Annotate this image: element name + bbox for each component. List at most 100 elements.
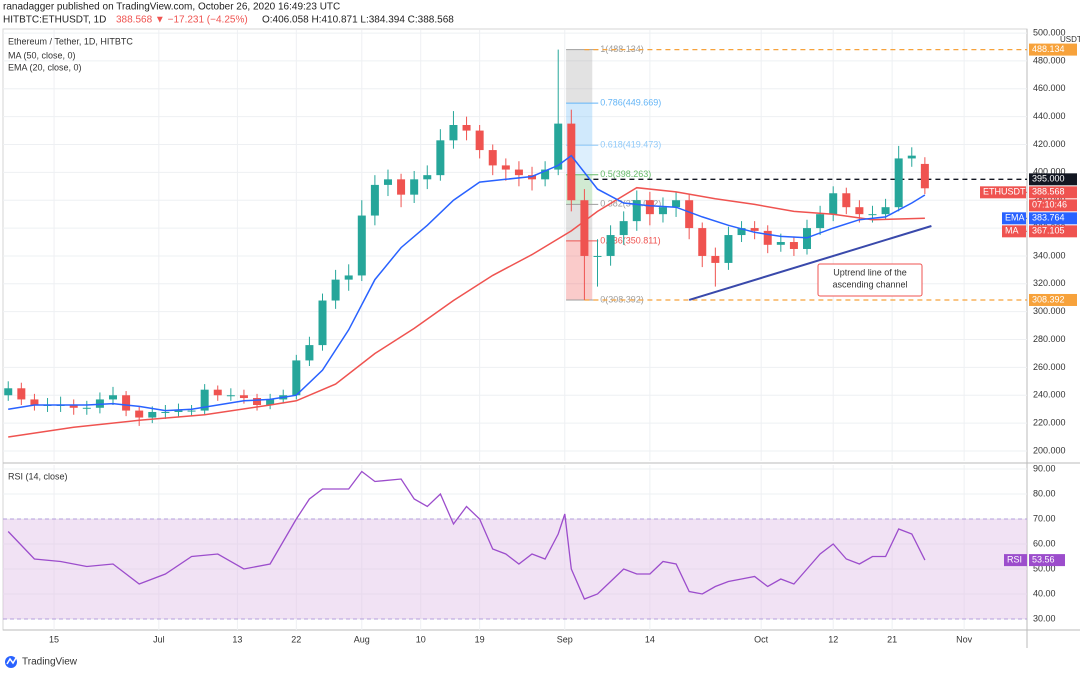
y-tick-label: 300.000 xyxy=(1033,306,1066,316)
publisher-line: ranadagger published on TradingView.com,… xyxy=(3,2,340,13)
x-tick-label: Aug xyxy=(354,634,370,644)
candle-body xyxy=(436,140,445,176)
price-tag-name: MA xyxy=(1005,226,1019,236)
fib-label: 0.5(398.263) xyxy=(600,169,651,179)
y-tick-label: 480.000 xyxy=(1033,55,1066,65)
candle-body xyxy=(344,275,353,280)
x-tick-label: Sep xyxy=(557,634,573,644)
candle-body xyxy=(148,411,157,418)
y-tick-label: 320.000 xyxy=(1033,278,1066,288)
candle-body xyxy=(606,235,615,256)
y-tick-label: 280.000 xyxy=(1033,334,1066,344)
x-tick-label: 12 xyxy=(828,634,838,644)
candle-body xyxy=(645,200,654,215)
candle-body xyxy=(514,169,523,176)
y-tick-label: 30.00 xyxy=(1033,613,1056,623)
y-tick-label: 80.00 xyxy=(1033,488,1056,498)
candle-body xyxy=(410,179,419,195)
annotation-box xyxy=(817,263,923,297)
candle-body xyxy=(292,360,301,396)
candle-body xyxy=(567,123,576,201)
candle-body xyxy=(750,228,759,231)
price-tag: 383.764 xyxy=(1032,213,1065,223)
candle-body xyxy=(842,193,851,208)
fib-label: 0.236(350.811) xyxy=(600,235,660,245)
price-tag-bg xyxy=(1029,173,1077,186)
candle-body xyxy=(829,193,838,215)
candle-body xyxy=(4,388,13,396)
price-tag: 395.000 xyxy=(1032,174,1065,184)
price-change: 388.568 ▼ −17.231 (−4.25%) xyxy=(116,15,248,26)
rsi-line xyxy=(7,470,926,600)
footer-brand: TradingView xyxy=(22,657,78,668)
price-tag: 308.392 xyxy=(1032,294,1065,304)
x-tick-label: 13 xyxy=(232,634,242,644)
pane-title: RSI (14, close) xyxy=(8,471,68,481)
legend-entry: MA (50, close, 0) xyxy=(8,50,76,60)
y-tick-label: 60.00 xyxy=(1033,538,1056,548)
candle-body xyxy=(488,150,497,166)
y-tick-label: 400.000 xyxy=(1033,167,1066,177)
candle-body xyxy=(685,200,694,229)
symbol: HITBTC:ETHUSDT, 1D xyxy=(3,15,106,26)
candle-body xyxy=(69,405,78,408)
candle-body xyxy=(397,179,406,195)
price-countdown-bg xyxy=(1029,199,1077,212)
price-tag-name-bg xyxy=(1002,225,1026,238)
y-tick-label: 500.000 xyxy=(1033,27,1066,37)
candle-body xyxy=(475,130,484,151)
moving-average xyxy=(8,186,925,438)
candle-body xyxy=(331,279,340,301)
candle-body xyxy=(305,345,314,361)
candle-body xyxy=(449,125,458,141)
candle-body xyxy=(383,179,392,185)
candle-body xyxy=(253,398,262,406)
y-tick-label: 260.000 xyxy=(1033,362,1066,372)
x-tick-label: 19 xyxy=(475,634,485,644)
price-tag-bg xyxy=(1029,43,1077,56)
candle-body xyxy=(318,300,327,346)
candle-body xyxy=(501,165,510,170)
candle-body xyxy=(200,389,209,411)
candle-body xyxy=(789,242,798,249)
rsi-value-tag-bg xyxy=(1029,554,1065,567)
candle-body xyxy=(619,221,628,236)
price-tag-name-bg xyxy=(980,186,1026,199)
fib-label: 0.618(419.473) xyxy=(600,140,661,150)
price-tag: 388.568 xyxy=(1032,187,1065,197)
candle-body xyxy=(357,215,366,276)
candle-body xyxy=(187,410,196,412)
price-tag: 367.105 xyxy=(1032,226,1065,236)
price-tag: 488.134 xyxy=(1032,44,1065,54)
candle-body xyxy=(894,158,903,208)
ohlc: O:406.058 H:410.871 L:384.394 C:388.568 xyxy=(262,15,454,26)
price-tag-name: ETHUSDT xyxy=(983,187,1026,197)
candle-body xyxy=(226,395,235,397)
candle-body xyxy=(174,410,183,412)
candle-body xyxy=(266,399,275,406)
candle-body xyxy=(698,228,707,256)
moving-average xyxy=(8,154,926,412)
y-tick-label: 420.000 xyxy=(1033,139,1066,149)
candle-body xyxy=(907,155,916,159)
candle-body xyxy=(855,207,864,215)
y-tick-label: 220.000 xyxy=(1033,417,1066,427)
candle-body xyxy=(108,395,117,400)
y-tick-label: 90.00 xyxy=(1033,463,1056,473)
x-tick-label: 10 xyxy=(416,634,426,644)
y-tick-label: 440.000 xyxy=(1033,111,1066,121)
candle-body xyxy=(776,242,785,245)
candle-body xyxy=(462,125,471,131)
logo xyxy=(5,656,17,668)
candle-body xyxy=(868,214,877,216)
candle-body xyxy=(122,395,131,411)
x-tick-label: Oct xyxy=(754,634,769,644)
candle-body xyxy=(711,255,720,263)
candle-body xyxy=(423,175,432,180)
candle-body xyxy=(737,228,746,236)
candle-body xyxy=(82,407,91,409)
y-axis-unit: USDT xyxy=(1060,35,1080,44)
annotation-text: Uptrend line of the xyxy=(833,267,907,277)
candle-body xyxy=(161,411,170,413)
y-tick-label: 240.000 xyxy=(1033,390,1066,400)
